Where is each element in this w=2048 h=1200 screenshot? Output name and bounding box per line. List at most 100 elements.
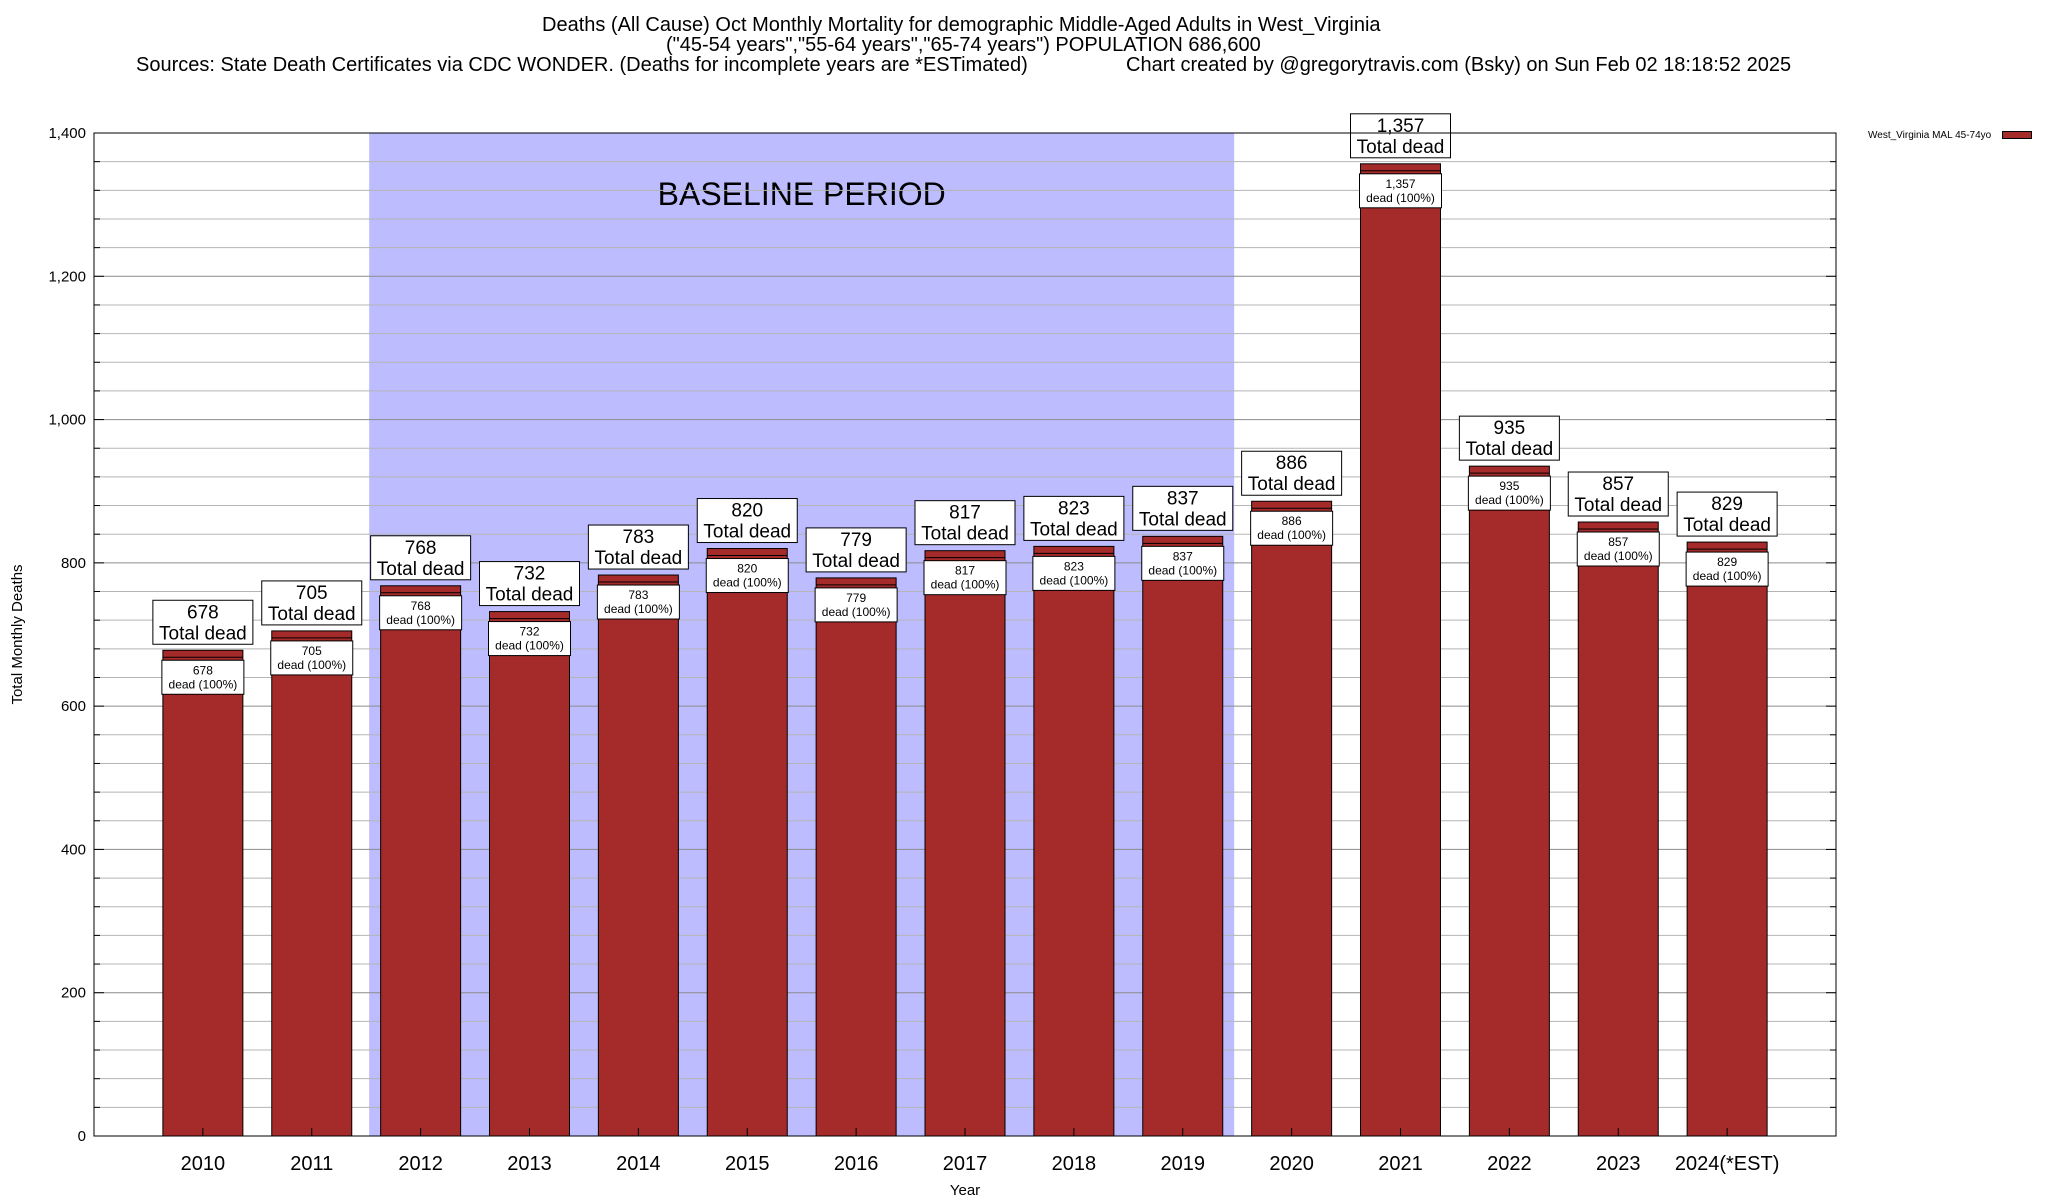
bar bbox=[489, 611, 570, 1137]
top-value-label: 837 bbox=[1167, 488, 1199, 509]
inner-label-box bbox=[1359, 173, 1442, 209]
top-value-label: 768 bbox=[405, 538, 437, 559]
inner-label-box bbox=[1250, 510, 1334, 546]
bar bbox=[706, 548, 788, 1137]
x-axis-label: Year bbox=[950, 1182, 980, 1199]
top-total-label: Total dead bbox=[268, 604, 356, 625]
x-tick-label: 2019 bbox=[1161, 1153, 1206, 1175]
inner-pct-label: dead (100%) bbox=[822, 605, 891, 619]
bar bbox=[271, 630, 353, 1137]
y-tick-label: 600 bbox=[61, 698, 86, 715]
inner-pct-label: dead (100%) bbox=[169, 677, 238, 691]
top-value-label: 886 bbox=[1276, 453, 1308, 474]
bar bbox=[1033, 545, 1115, 1137]
inner-pct-label: dead (100%) bbox=[495, 639, 564, 653]
top-total-label: Total dead bbox=[1139, 509, 1227, 530]
x-tick-label: 2012 bbox=[398, 1153, 443, 1175]
top-value-label: 817 bbox=[949, 503, 981, 524]
y-tick-label: 1,000 bbox=[48, 412, 86, 429]
chart-sources: Sources: State Death Certificates via CD… bbox=[136, 54, 1028, 76]
inner-label-box bbox=[923, 560, 1007, 596]
inner-pct-label: dead (100%) bbox=[277, 658, 346, 672]
x-tick-label: 2010 bbox=[181, 1153, 226, 1175]
inner-value-label: 768 bbox=[411, 599, 431, 613]
inner-pct-label: dead (100%) bbox=[1040, 573, 1109, 587]
x-tick-label: 2015 bbox=[725, 1153, 770, 1175]
y-tick-label: 1,400 bbox=[48, 125, 86, 142]
baseline-label: BASELINE PERIOD bbox=[658, 176, 946, 212]
inner-pct-label: dead (100%) bbox=[1693, 569, 1762, 583]
top-total-label: Total dead bbox=[595, 548, 683, 569]
inner-label-box bbox=[1032, 555, 1116, 591]
chart-credit: Chart created by @gregorytravis.com (Bsk… bbox=[1126, 54, 1792, 76]
legend: West_Virginia MAL 45-74yo bbox=[1868, 130, 2032, 141]
inner-pct-label: dead (100%) bbox=[1475, 493, 1544, 507]
inner-pct-label: dead (100%) bbox=[713, 576, 782, 590]
top-total-label: Total dead bbox=[1248, 474, 1336, 495]
top-label-box bbox=[1567, 471, 1669, 517]
top-total-label: Total dead bbox=[1466, 439, 1554, 460]
top-label-box bbox=[1023, 495, 1125, 541]
inner-value-label: 705 bbox=[302, 644, 322, 658]
bar bbox=[815, 577, 897, 1137]
x-tick-label: 2023 bbox=[1596, 1153, 1641, 1175]
legend-label: West_Virginia MAL 45-74yo bbox=[1868, 130, 1992, 141]
inner-label-box bbox=[1576, 531, 1660, 567]
top-total-label: Total dead bbox=[1030, 519, 1118, 540]
top-total-label: Total dead bbox=[1357, 137, 1445, 158]
inner-label-box bbox=[1467, 475, 1551, 511]
top-label-box bbox=[152, 599, 254, 645]
top-total-label: Total dead bbox=[486, 585, 574, 606]
inner-value-label: 783 bbox=[628, 588, 648, 602]
top-value-label: 823 bbox=[1058, 498, 1090, 519]
inner-value-label: 886 bbox=[1282, 514, 1302, 528]
inner-label-box bbox=[705, 558, 789, 594]
plot-frame bbox=[93, 132, 1837, 1137]
top-label-box bbox=[1458, 415, 1560, 461]
legend-swatch bbox=[2002, 131, 2032, 140]
inner-label-box bbox=[161, 659, 245, 695]
inner-pct-label: dead (100%) bbox=[1366, 191, 1435, 205]
inner-label-box bbox=[1685, 551, 1769, 587]
inner-value-label: 779 bbox=[846, 591, 866, 605]
top-total-label: Total dead bbox=[703, 522, 791, 543]
bar bbox=[1686, 541, 1768, 1137]
x-tick-label: 2021 bbox=[1378, 1153, 1423, 1175]
chart-subtitle: ("45-54 years","55-64 years","65-74 year… bbox=[666, 34, 1261, 56]
top-label-box bbox=[696, 498, 798, 544]
top-label-box bbox=[1132, 485, 1234, 531]
inner-label-box bbox=[1141, 545, 1225, 581]
top-label-box bbox=[1676, 491, 1778, 537]
top-value-label: 678 bbox=[187, 602, 219, 623]
bar bbox=[1577, 521, 1659, 1137]
inner-value-label: 829 bbox=[1717, 555, 1737, 569]
top-total-label: Total dead bbox=[1574, 495, 1662, 516]
inner-value-label: 732 bbox=[519, 625, 539, 639]
top-label-box bbox=[587, 524, 689, 570]
top-label-box bbox=[1241, 450, 1343, 496]
bar bbox=[1251, 500, 1333, 1137]
bar bbox=[1360, 163, 1441, 1137]
top-value-label: 935 bbox=[1494, 418, 1526, 439]
x-tick-label: 2011 bbox=[290, 1153, 333, 1175]
top-value-label: 1,357 bbox=[1377, 116, 1425, 137]
top-label-box bbox=[479, 561, 580, 607]
inner-pct-label: dead (100%) bbox=[931, 578, 1000, 592]
top-total-label: Total dead bbox=[921, 524, 1009, 545]
x-tick-label: 2017 bbox=[943, 1153, 988, 1175]
inner-value-label: 857 bbox=[1608, 535, 1628, 549]
top-value-label: 829 bbox=[1711, 494, 1743, 515]
bar bbox=[380, 585, 462, 1137]
inner-label-box bbox=[596, 584, 680, 620]
y-axis-label: Total Monthly Deaths bbox=[9, 564, 26, 704]
x-tick-label: 2022 bbox=[1487, 1153, 1532, 1175]
top-label-box bbox=[914, 500, 1016, 546]
inner-pct-label: dead (100%) bbox=[1584, 549, 1653, 563]
bar bbox=[1468, 465, 1550, 1137]
bar bbox=[597, 574, 679, 1137]
inner-value-label: 1,357 bbox=[1385, 177, 1415, 191]
bar bbox=[162, 649, 244, 1137]
inner-value-label: 935 bbox=[1499, 479, 1519, 493]
bar bbox=[924, 550, 1006, 1137]
